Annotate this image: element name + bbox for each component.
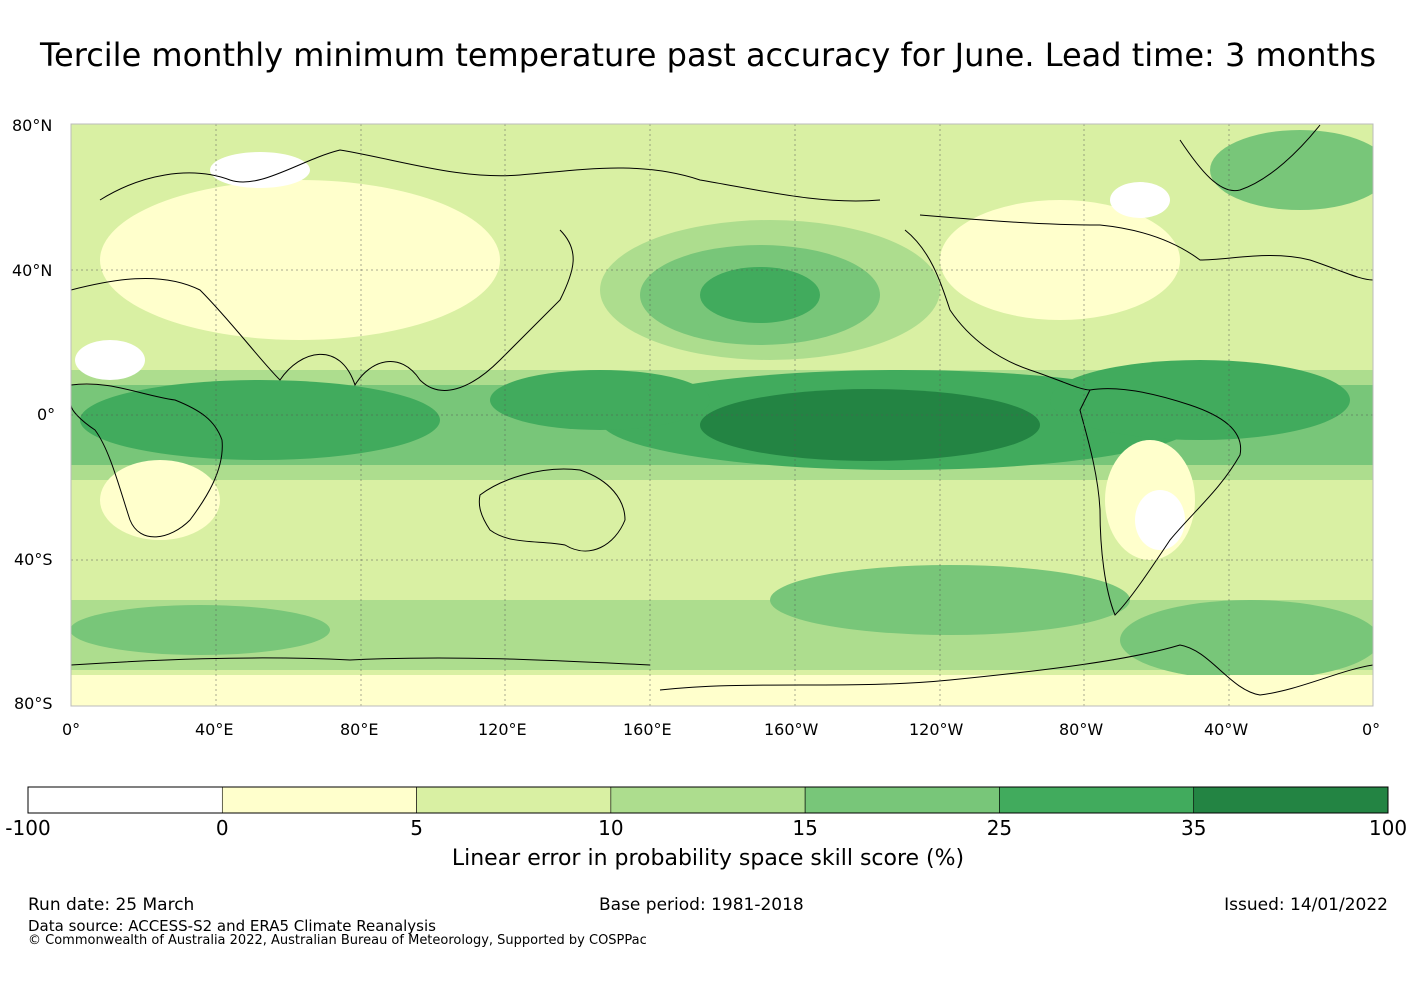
map-frame xyxy=(70,123,1374,707)
colorbar-box-2 xyxy=(416,786,612,814)
colorbar-box-0 xyxy=(27,786,223,814)
run-date: Run date: 25 March xyxy=(28,895,195,915)
chart-title: Tercile monthly minimum temperature past… xyxy=(39,36,1377,74)
coastlines xyxy=(71,124,1373,696)
lon-label-0: 0° xyxy=(62,720,81,739)
colorbar-label: Linear error in probability space skill … xyxy=(451,846,965,871)
colorbar-tick-3: 10 xyxy=(598,816,624,840)
colorbar-tick-0: -100 xyxy=(5,816,51,840)
lon-label-40e: 40°E xyxy=(195,720,234,739)
lon-label-80w: 80°W xyxy=(1059,720,1104,739)
colorbar-box-1 xyxy=(221,786,417,814)
colorbar-frame xyxy=(27,786,1389,814)
lat-label-40n: 40°N xyxy=(12,261,53,280)
gridlines xyxy=(71,124,1373,706)
lon-label-160w: 160°W xyxy=(764,720,819,739)
lon-label-40w: 40°W xyxy=(1204,720,1249,739)
lon-label-160e: 160°E xyxy=(623,720,672,739)
colorbar xyxy=(27,786,1389,814)
colorbar-tick-7: 100 xyxy=(1368,816,1408,840)
lat-label-40s: 40°S xyxy=(14,550,53,569)
lat-label-80n: 80°N xyxy=(12,116,53,135)
base-period: Base period: 1981-2018 xyxy=(599,895,804,915)
lat-label-eq: 0° xyxy=(37,405,56,424)
colorbar-tick-5: 25 xyxy=(986,816,1013,840)
colorbar-tick-4: 15 xyxy=(792,816,818,840)
colorbar-box-5 xyxy=(999,786,1195,814)
lon-label-0-right: 0° xyxy=(1362,720,1381,739)
skill-map xyxy=(70,123,1374,707)
colorbar-tick-6: 35 xyxy=(1180,816,1207,840)
lat-label-80s: 80°S xyxy=(14,694,53,713)
colorbar-box-6 xyxy=(1193,786,1389,814)
lon-label-120e: 120°E xyxy=(478,720,527,739)
issued-date: Issued: 14/01/2022 xyxy=(1224,895,1388,915)
colorbar-tick-2: 5 xyxy=(410,816,423,840)
lon-label-80e: 80°E xyxy=(340,720,379,739)
colorbar-box-4 xyxy=(804,786,1000,814)
data-source: Data source: ACCESS-S2 and ERA5 Climate … xyxy=(28,917,436,935)
colorbar-tick-1: 0 xyxy=(215,816,229,840)
colorbar-box-3 xyxy=(610,786,806,814)
copyright: © Commonwealth of Australia 2022, Austra… xyxy=(28,933,647,948)
lon-label-120w: 120°W xyxy=(909,720,964,739)
